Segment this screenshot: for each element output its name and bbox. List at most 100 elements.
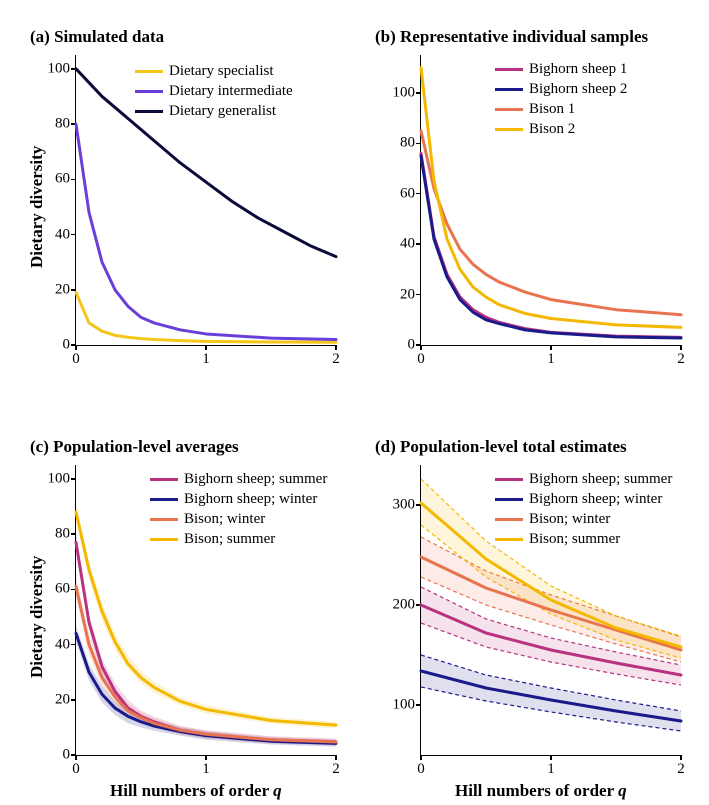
legend-label: Dietary specialist <box>169 63 274 80</box>
panel-d-legend: Bighorn sheep; summer Bighorn sheep; wint… <box>495 469 672 549</box>
ytick-label: 200 <box>393 597 416 614</box>
ylabel: Dietary diversity <box>27 146 47 268</box>
legend-item: Bighorn sheep 1 <box>495 59 627 79</box>
xtick <box>550 755 552 760</box>
panel-a-title: (a) Simulated data <box>30 27 164 47</box>
legend-item: Bison; winter <box>150 509 327 529</box>
panel-b: (b) Representative individual samples020… <box>420 55 680 345</box>
xtick <box>680 345 682 350</box>
ytick-label: 20 <box>55 691 70 708</box>
figure: (a) Simulated data020406080100012Dietary… <box>0 0 709 805</box>
panel-b-legend: Bighorn sheep 1 Bighorn sheep 2 Bison 1 Bis… <box>495 59 627 139</box>
legend-label: Bison; summer <box>184 531 275 548</box>
legend-item: Dietary generalist <box>135 101 293 121</box>
legend-swatch <box>495 498 523 501</box>
legend-swatch <box>495 538 523 541</box>
xtick-label: 1 <box>547 761 555 778</box>
legend-label: Bison 1 <box>529 101 575 118</box>
legend-swatch <box>150 538 178 541</box>
xlabel: Hill numbers of order q <box>110 781 282 801</box>
ytick-label: 0 <box>408 337 416 354</box>
legend-swatch <box>495 88 523 91</box>
legend-swatch <box>495 478 523 481</box>
xtick-label: 1 <box>202 351 210 368</box>
xtick <box>550 345 552 350</box>
ytick-label: 80 <box>55 116 70 133</box>
legend-item: Bison; summer <box>150 529 327 549</box>
legend-item: Bison; winter <box>495 509 672 529</box>
legend-label: Bighorn sheep; summer <box>184 471 327 488</box>
ytick-label: 40 <box>55 636 70 653</box>
legend-label: Bison; winter <box>184 511 265 528</box>
legend-swatch <box>150 498 178 501</box>
panel-b-title: (b) Representative individual samples <box>375 27 648 47</box>
legend-item: Bighorn sheep; winter <box>495 489 672 509</box>
ytick-label: 60 <box>400 185 415 202</box>
ytick-label: 0 <box>63 337 71 354</box>
panel-c-title: (c) Population-level averages <box>30 437 239 457</box>
legend-item: Bighorn sheep; summer <box>495 469 672 489</box>
legend-item: Bison 2 <box>495 119 627 139</box>
xtick <box>75 345 77 350</box>
xtick-label: 2 <box>332 351 340 368</box>
ytick-label: 100 <box>393 697 416 714</box>
ylabel: Dietary diversity <box>27 556 47 678</box>
legend-item: Bison 1 <box>495 99 627 119</box>
legend-label: Bison 2 <box>529 121 575 138</box>
series-line <box>421 131 681 315</box>
legend-swatch <box>135 70 163 73</box>
legend-label: Bighorn sheep 1 <box>529 61 627 78</box>
legend-label: Bighorn sheep; winter <box>529 491 662 508</box>
xtick <box>205 755 207 760</box>
legend-swatch <box>495 108 523 111</box>
ytick-label: 20 <box>400 286 415 303</box>
xtick <box>205 345 207 350</box>
legend-label: Bison; winter <box>529 511 610 528</box>
xtick-label: 2 <box>677 351 685 368</box>
panel-a-legend: Dietary specialist Dietary intermediate Di… <box>135 61 293 121</box>
ytick-label: 40 <box>55 226 70 243</box>
legend-swatch <box>135 90 163 93</box>
ytick-label: 100 <box>48 470 71 487</box>
legend-item: Dietary intermediate <box>135 81 293 101</box>
ytick-label: 100 <box>48 60 71 77</box>
series-line <box>421 153 681 337</box>
ytick-label: 20 <box>55 281 70 298</box>
legend-item: Bighorn sheep; winter <box>150 489 327 509</box>
legend-label: Bighorn sheep; winter <box>184 491 317 508</box>
ytick-label: 0 <box>63 747 71 764</box>
ytick-label: 40 <box>400 236 415 253</box>
xtick <box>75 755 77 760</box>
xtick <box>680 755 682 760</box>
legend-label: Dietary intermediate <box>169 83 293 100</box>
legend-label: Bighorn sheep; summer <box>529 471 672 488</box>
xtick-label: 0 <box>72 351 80 368</box>
xtick-label: 0 <box>417 351 425 368</box>
panel-c: (c) Population-level averages02040608010… <box>75 465 335 755</box>
xlabel: Hill numbers of order q <box>455 781 627 801</box>
legend-label: Dietary generalist <box>169 103 276 120</box>
xtick-label: 0 <box>417 761 425 778</box>
ytick-label: 80 <box>400 135 415 152</box>
xtick-label: 1 <box>202 761 210 778</box>
xtick-label: 2 <box>677 761 685 778</box>
xtick-label: 1 <box>547 351 555 368</box>
ytick-label: 80 <box>55 526 70 543</box>
ytick-label: 60 <box>55 171 70 188</box>
xtick <box>335 755 337 760</box>
legend-swatch <box>495 128 523 131</box>
legend-swatch <box>135 110 163 113</box>
panel-d: (d) Population-level total estimates1002… <box>420 465 680 755</box>
xtick <box>420 755 422 760</box>
panel-a: (a) Simulated data020406080100012Dietary… <box>75 55 335 345</box>
legend-swatch <box>150 478 178 481</box>
xtick <box>335 345 337 350</box>
xtick <box>420 345 422 350</box>
xtick-label: 0 <box>72 761 80 778</box>
panel-c-legend: Bighorn sheep; summer Bighorn sheep; wint… <box>150 469 327 549</box>
legend-label: Bighorn sheep 2 <box>529 81 627 98</box>
series-line <box>76 124 336 339</box>
legend-item: Bighorn sheep; summer <box>150 469 327 489</box>
legend-swatch <box>495 518 523 521</box>
legend-item: Bison; summer <box>495 529 672 549</box>
